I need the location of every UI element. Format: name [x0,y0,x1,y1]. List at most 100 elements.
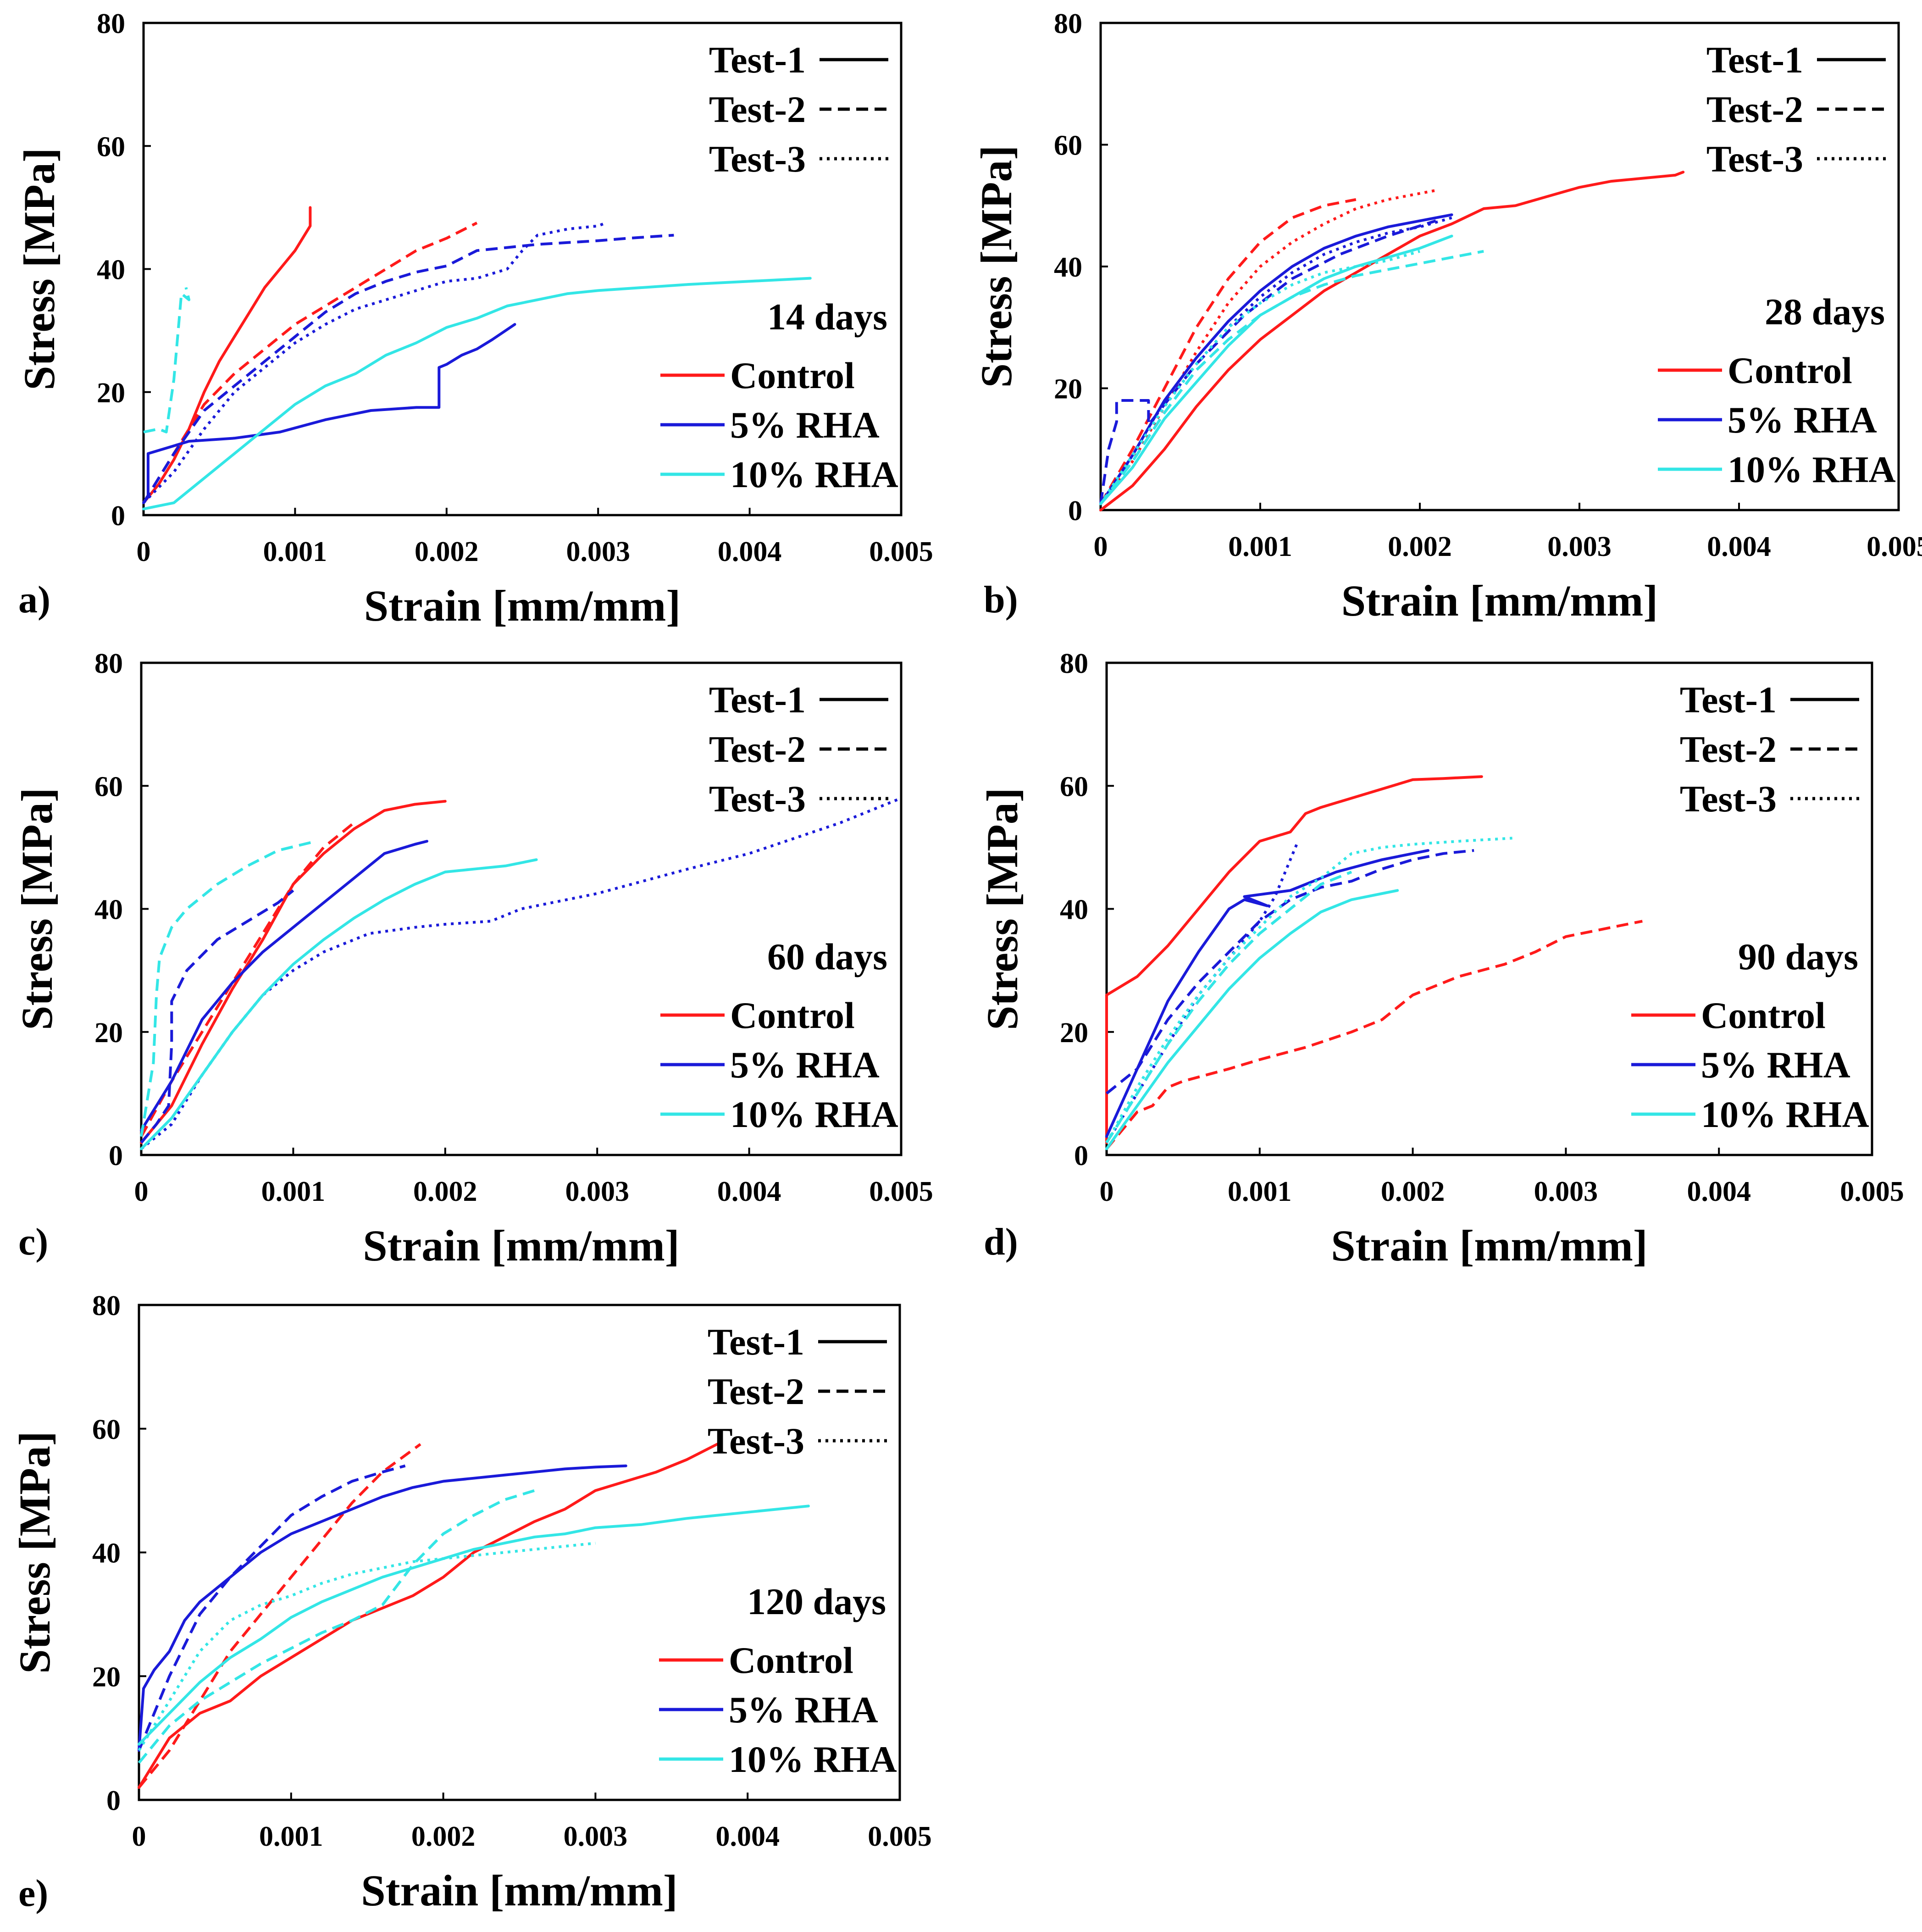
series-10-rha-test-2 [138,1489,535,1764]
legend-label-5-rha: 5% RHA [729,1689,878,1731]
x-tick-label: 0 [134,1176,149,1207]
x-tick-label: 0.005 [1867,531,1922,562]
x-tick-label: 0.002 [415,536,479,567]
legend-label-5-rha: 5% RHA [730,1044,880,1086]
y-tick-label: 0 [106,1785,121,1816]
panel-letter: c) [18,1221,48,1263]
y-axis-label: Stress [MPa] [972,145,1021,388]
series-5-rha-test-3 [142,222,606,504]
y-axis-label: Stress [MPa] [15,148,64,390]
legend-label-control: Control [730,994,855,1036]
x-tick-label: 0.004 [717,1176,781,1207]
x-tick-label: 0 [132,1821,146,1852]
legend-label-test-1: Test-1 [709,39,806,81]
x-axis-label: Strain [mm/mm] [363,1221,680,1270]
x-tick-label: 0.005 [869,1176,933,1207]
x-tick-label: 0.004 [718,536,782,567]
y-tick-label: 80 [92,1290,121,1321]
legend-label-10-rha: 10% RHA [730,1094,898,1135]
y-tick-label: 60 [92,1414,121,1445]
legend-label-control: Control [729,1639,853,1681]
series-control-test-2 [1105,920,1643,1150]
y-tick-label: 60 [1054,130,1082,161]
panel-letter: b) [984,578,1018,621]
legend-label-5-rha: 5% RHA [730,404,880,446]
y-tick-label: 20 [97,378,125,409]
series-10-rha-test-1 [1105,889,1399,1150]
legend-label-5-rha: 5% RHA [1701,1044,1850,1086]
y-tick-label: 40 [92,1538,121,1569]
x-tick-label: 0 [137,536,151,567]
y-tick-label: 0 [1068,495,1082,527]
legend-label-test-2: Test-2 [709,728,806,770]
series-10-rha-test-1 [140,858,538,1150]
x-tick-label: 0.001 [259,1821,323,1852]
legend-label-control: Control [730,355,855,396]
legend-label-5-rha: 5% RHA [1728,399,1877,441]
legend-label-control: Control [1701,994,1826,1036]
legend-label-test-1: Test-1 [708,1321,804,1363]
series-10-rha-test-3 [138,1542,596,1751]
x-tick-label: 0.004 [1687,1176,1751,1207]
series-control-test-2 [1099,198,1357,505]
y-tick-label: 20 [1054,374,1082,405]
panel-letter: e) [18,1872,48,1915]
x-tick-label: 0 [1094,531,1108,562]
y-tick-label: 40 [97,255,125,286]
series-control-test-2 [140,822,355,1138]
series-control-test-2 [138,1443,421,1788]
y-tick-label: 60 [94,771,123,802]
series-5-rha-test-2 [1106,849,1474,1095]
x-tick-label: 0.001 [1228,531,1292,562]
y-tick-label: 0 [1074,1140,1088,1171]
y-axis-label: Stress [MPa] [10,1431,59,1674]
x-tick-label: 0.005 [869,536,933,567]
panel-a-14-days: 0 20 40 60 80 0 0.001 0.002 0.003 0.004 0.005 Strai… [15,8,933,630]
x-tick-label: 0.003 [566,536,630,567]
age-title: 28 days [1765,291,1885,333]
x-tick-label: 0.001 [261,1176,326,1207]
panel-letter: a) [18,578,50,621]
legend-label-test-3: Test-3 [709,138,806,180]
y-axis-label: Stress [MPa] [12,788,61,1030]
panel-letter: d) [984,1221,1018,1263]
legend-label-10-rha: 10% RHA [729,1738,897,1780]
legend-label-test-2: Test-2 [708,1371,804,1412]
age-title: 120 days [747,1581,886,1622]
series-5-rha-test-2 [1099,219,1436,505]
series-5-rha-test-2 [138,1464,406,1751]
series-10-rha-test-1 [138,1505,810,1746]
y-tick-label: 80 [1060,648,1088,679]
x-axis-label: Strain [mm/mm] [361,1866,678,1915]
panel-b-28-days: 0 20 40 60 80 0 0.001 0.002 0.003 0.004 0.005 Strai… [972,8,1922,625]
legend-label-test-1: Test-1 [1706,39,1803,81]
x-axis-label: Strain [mm/mm] [1341,576,1658,625]
x-axis-label: Strain [mm/mm] [364,581,681,630]
series-10-rha-test-2 [143,287,191,433]
age-title: 90 days [1738,936,1858,977]
legend-label-test-3: Test-3 [1706,138,1803,180]
x-tick-label: 0.002 [413,1176,477,1207]
x-tick-label: 0.003 [565,1176,629,1207]
series-control-test-2 [142,222,478,504]
y-tick-label: 20 [92,1661,121,1693]
series-10-rha-test-1 [142,277,812,511]
y-tick-label: 40 [94,894,123,926]
series-5-rha-test-2 [142,233,674,504]
series-5-rha-test-2 [140,889,294,1144]
x-tick-label: 0.001 [1228,1176,1292,1207]
x-tick-label: 0.001 [263,536,327,567]
legend-label-test-1: Test-1 [709,679,806,721]
legend-label-test-2: Test-2 [1680,728,1777,770]
series-5-rha-test-1 [1099,213,1453,505]
x-tick-label: 0.003 [1534,1176,1598,1207]
series-5-rha-test-3 [140,797,902,1150]
x-tick-label: 0.003 [564,1821,628,1852]
series-10-rha-test-2 [140,840,316,1137]
x-tick-label: 0.005 [868,1821,932,1852]
x-tick-label: 0.005 [1840,1176,1904,1207]
series-10-rha-test-3 [1099,250,1420,505]
y-tick-label: 0 [111,500,125,532]
y-tick-label: 60 [1060,771,1088,802]
panel-c-60-days: 0 20 40 60 80 0 0.001 0.002 0.003 0.004 0.005 Strai… [12,648,933,1270]
